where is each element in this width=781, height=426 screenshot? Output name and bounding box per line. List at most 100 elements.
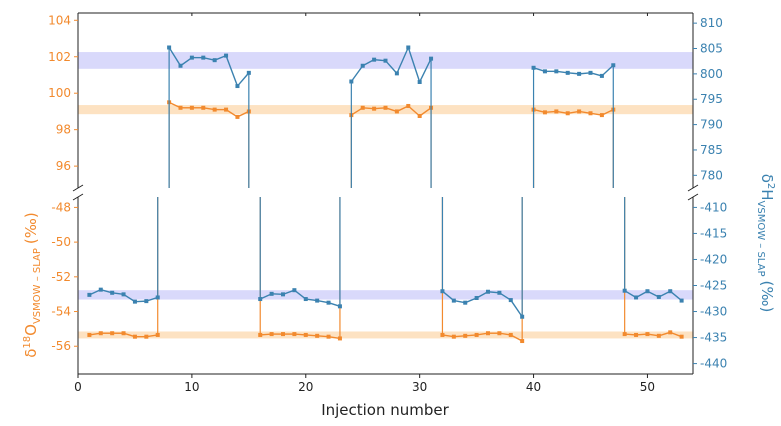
d18O-point (224, 107, 229, 112)
d18O-point (554, 109, 559, 114)
d18O-point (497, 331, 502, 336)
d18O-point (406, 103, 411, 108)
d2H-point (292, 288, 297, 293)
d2H-point (326, 300, 331, 305)
d2H-point (486, 289, 490, 294)
d18O-point (189, 105, 194, 110)
d2H-point (87, 292, 92, 297)
d18O-point (372, 106, 377, 111)
left-axis-label: δ18OVSMOW – SLAP (‰) (22, 212, 43, 358)
left-tick-label: -56 (51, 339, 71, 353)
right-tick-label: -420 (700, 252, 727, 266)
right-tick-label: 790 (700, 118, 723, 132)
d2H-point (132, 299, 137, 304)
right-axis-label-unit: (‰) (758, 280, 776, 312)
left-tick-label: 98 (56, 123, 71, 137)
d18O-point (417, 113, 422, 118)
d18O-point (645, 332, 650, 337)
d2H-segment (396, 47, 409, 74)
d2H-point (269, 291, 274, 296)
d2H-point (554, 69, 559, 74)
left-tick-label: 102 (48, 50, 71, 64)
left-axis-label-main: O (22, 324, 40, 336)
d18O-point (440, 332, 445, 337)
d18O-point (212, 107, 217, 112)
d2H-segment (168, 47, 182, 67)
d18O-point (292, 332, 297, 337)
left-tick-label: -52 (51, 270, 71, 284)
d2H-point (201, 55, 206, 60)
right-axis-label-sup: 2 (765, 183, 776, 189)
lower-panel (78, 197, 693, 344)
d2H-segment (350, 65, 364, 82)
d2H-point (542, 69, 547, 74)
d18O-point (315, 333, 320, 338)
right-axis-label: δ2HVSMOW – SLAP (‰) (755, 174, 776, 313)
right-tick-label: -415 (700, 226, 727, 240)
d18O-point (599, 113, 604, 118)
left-tick-label: -54 (51, 305, 71, 319)
d18O-point (588, 111, 593, 116)
left-axis-label-sup: 18 (22, 336, 33, 349)
d2H-point (144, 299, 149, 304)
d18O-point (110, 331, 115, 336)
left-tick-label: 96 (56, 159, 71, 173)
d2H-point (394, 71, 399, 76)
right-tick-label: -425 (700, 279, 727, 293)
d2H-point (668, 289, 673, 294)
right-tick-label: 785 (700, 143, 723, 157)
d2H-segment (419, 58, 432, 83)
d2H-segment (236, 72, 250, 87)
left-tick-label: -50 (51, 235, 71, 249)
x-tick-label: 40 (526, 380, 541, 394)
d2H-point (315, 298, 320, 303)
d2H-point (440, 289, 445, 294)
d2H-segment (225, 55, 239, 87)
band-d2H-lower (78, 290, 693, 300)
right-tick-label: 800 (700, 67, 723, 81)
d18O-point (326, 334, 331, 339)
d2H-point (531, 65, 536, 70)
band-d18O-lower (78, 331, 693, 339)
d2H-point (337, 304, 342, 309)
d18O-point (178, 105, 183, 110)
x-tick-label: 30 (412, 380, 427, 394)
d18O-point (360, 105, 365, 110)
d18O-point (121, 331, 126, 336)
d2H-point (281, 292, 285, 297)
break-mark (72, 193, 84, 201)
d18O-point (383, 105, 388, 110)
d18O-point (337, 336, 342, 341)
d2H-point (429, 56, 434, 61)
d18O-point (542, 110, 547, 115)
left-tick-label: -48 (51, 200, 71, 214)
d18O-point (144, 334, 149, 339)
upper-panel (78, 45, 693, 188)
break-mark (687, 193, 699, 201)
d18O-point (281, 332, 285, 337)
d18O-point (565, 111, 570, 116)
right-tick-label: -410 (700, 200, 727, 214)
d2H-point (372, 57, 377, 62)
d18O-point (394, 109, 399, 114)
x-axis-label: Injection number (321, 401, 449, 419)
x-tick-label: 50 (640, 380, 655, 394)
d2H-point (599, 73, 604, 78)
x-tick-label: 0 (74, 380, 82, 394)
d2H-segment (407, 47, 421, 83)
d18O-point (634, 332, 639, 337)
d2H-point (417, 79, 422, 84)
x-tick-label: 20 (298, 380, 313, 394)
break-mark (687, 184, 699, 192)
d2H-point (611, 63, 616, 68)
d18O-point (486, 331, 490, 336)
d2H-point (246, 70, 251, 75)
d18O-point (622, 332, 627, 337)
d2H-point (656, 294, 661, 299)
d2H-point (224, 53, 229, 58)
d2H-point (622, 288, 627, 293)
d18O-point (668, 330, 673, 335)
d2H-point (189, 55, 194, 60)
x-tick-label: 10 (184, 380, 199, 394)
d18O-point (132, 334, 137, 339)
